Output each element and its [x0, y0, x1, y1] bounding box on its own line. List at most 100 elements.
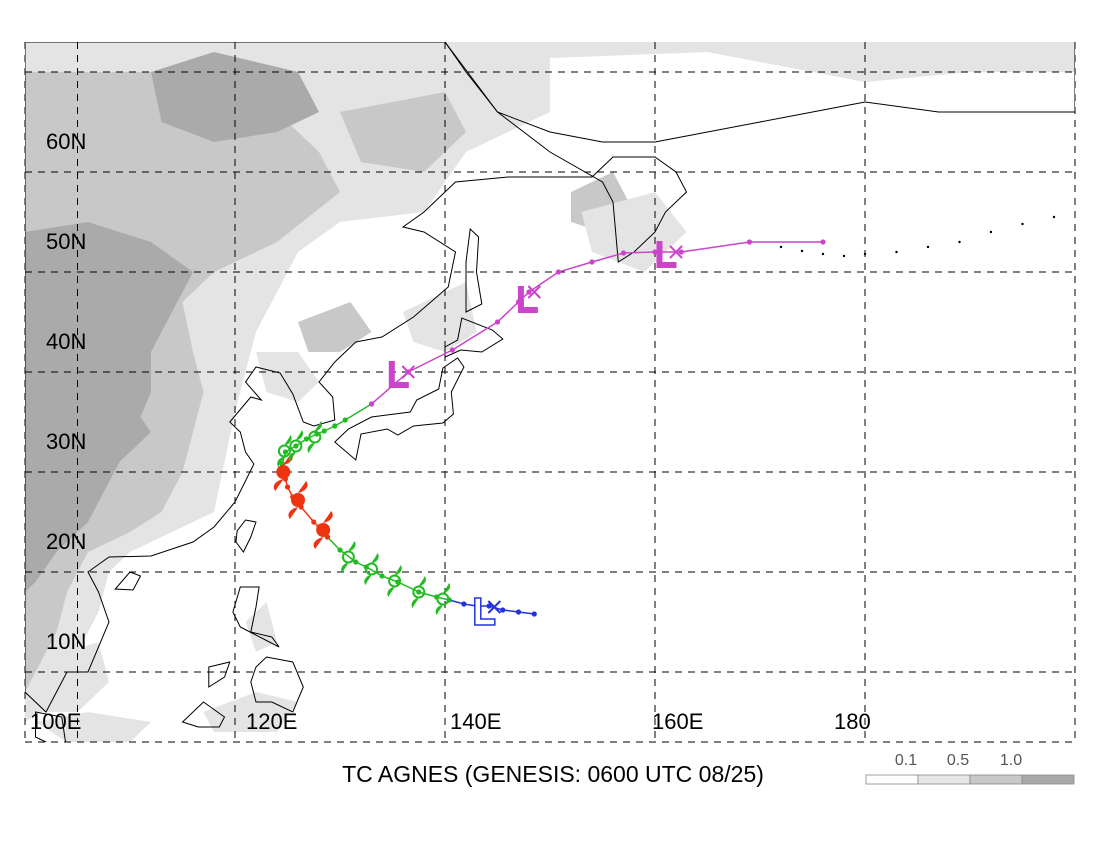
track-point	[311, 519, 317, 525]
island-coastline	[235, 519, 257, 553]
track-point	[342, 417, 348, 423]
track-point	[589, 259, 595, 265]
storm-markers	[273, 241, 683, 626]
track-point	[379, 573, 385, 579]
island-coastline	[35, 711, 67, 742]
tropical-storm-symbol	[341, 541, 356, 573]
legend-label-1-0: 1.0	[1000, 752, 1022, 769]
tropical-storm-symbol	[387, 565, 402, 597]
lon-label-160e: 160E	[652, 709, 703, 734]
lat-lon-grid	[24, 42, 1076, 743]
track-point	[293, 443, 299, 449]
lat-label-30n: 30N	[46, 429, 86, 454]
legend-box	[1021, 774, 1075, 785]
lat-label-50n: 50N	[46, 229, 86, 254]
track-point	[678, 249, 684, 255]
legend-box	[865, 774, 919, 785]
island-dot	[958, 240, 961, 244]
tropical-storm-symbol	[277, 435, 292, 467]
shading-region	[298, 302, 372, 352]
island-coastline	[232, 586, 280, 648]
shading-legend: 0.1 0.5 1.0	[865, 752, 1075, 785]
track-point	[332, 423, 338, 429]
track-point	[284, 484, 291, 490]
coastline-asia-east-coast	[25, 42, 688, 713]
track-point	[337, 547, 343, 553]
lon-label-140e: 140E	[450, 709, 501, 734]
track-point	[321, 428, 327, 434]
shading-region	[256, 352, 319, 402]
track-point	[461, 601, 467, 607]
cross-marker	[401, 365, 416, 379]
lat-label-60n: 60N	[46, 129, 86, 154]
track-point	[820, 239, 826, 245]
map-title: TC AGNES (GENESIS: 0600 UTC 08/25)	[342, 761, 764, 787]
tropical-storm-symbol	[435, 583, 451, 615]
island-coastline	[465, 227, 483, 313]
shading-region	[403, 282, 477, 352]
lat-label-20n: 20N	[46, 529, 86, 554]
legend-box	[917, 774, 971, 785]
track-point	[746, 239, 753, 245]
coastline-asia-mainland	[25, 42, 1075, 143]
storm-track	[279, 239, 826, 617]
island-coastline	[334, 357, 465, 461]
track-point	[500, 607, 506, 613]
legend-box	[969, 774, 1023, 785]
island-coastline	[114, 571, 142, 591]
latitude-labels: 10N 20N 30N 40N 50N 60N	[46, 129, 86, 654]
track-point	[620, 250, 627, 256]
shading-region	[35, 642, 109, 712]
track-point	[353, 559, 359, 565]
track-point	[494, 319, 501, 325]
low-marker	[474, 597, 496, 626]
island-dot	[926, 245, 930, 249]
cross-marker	[527, 285, 542, 299]
low-marker	[388, 361, 409, 388]
shading-region	[340, 92, 466, 172]
tropical-storm-symbol	[364, 553, 379, 585]
island-dot	[800, 249, 804, 253]
cross-marker	[669, 245, 683, 259]
shading-region	[67, 392, 151, 462]
shading-region	[203, 692, 298, 732]
track-point	[303, 436, 309, 442]
island-dot	[821, 252, 825, 256]
track-point	[449, 347, 455, 353]
legend-color-bar	[865, 774, 1075, 785]
shading-region	[245, 602, 277, 652]
tropical-storm-symbol	[411, 576, 426, 608]
track-point	[416, 589, 422, 595]
low-marker	[517, 286, 538, 313]
typhoon-symbol	[313, 511, 333, 549]
track-point	[652, 249, 658, 255]
lon-label-180: 180	[834, 709, 871, 734]
island-dot	[779, 245, 783, 249]
island-coastline	[181, 701, 226, 728]
tropical-storm-symbol	[307, 421, 322, 453]
island-coastline	[208, 661, 231, 688]
track-point	[282, 449, 288, 455]
track-point	[531, 611, 537, 617]
lon-label-100e: 100E	[30, 709, 81, 734]
lon-label-120e: 120E	[246, 709, 297, 734]
cross-marker	[487, 600, 502, 614]
tropical-storm-symbol	[288, 430, 304, 462]
island-coastline	[250, 656, 304, 713]
legend-label-0-5: 0.5	[947, 752, 969, 769]
track-point	[515, 609, 522, 615]
track-point	[555, 269, 562, 275]
low-marker	[656, 241, 677, 268]
lat-label-10n: 10N	[46, 629, 86, 654]
coastlines	[25, 42, 1075, 742]
lat-label-40n: 40N	[46, 329, 86, 354]
island-dot	[1021, 222, 1024, 226]
track-point	[368, 401, 375, 407]
island-coastline	[444, 317, 504, 358]
shading-region	[445, 42, 1075, 82]
island-dot	[842, 254, 846, 258]
typhoon-symbol	[288, 481, 308, 519]
track-point	[526, 289, 532, 295]
track-point	[486, 603, 492, 609]
